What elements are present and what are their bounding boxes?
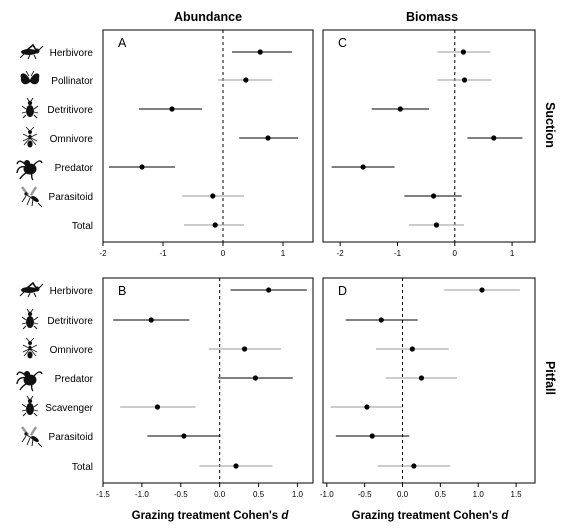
effect-point-detritivore [378,317,384,323]
panel-frame [102,277,314,484]
x-tick-label: -1 [159,249,167,258]
effect-point-parasitoid [210,193,216,199]
category-label-total: Total [72,462,93,473]
effect-point-pollinator [461,77,468,83]
column-title-abundance: Abundance [174,10,242,24]
wasp-icon [21,186,43,208]
panel-B: B -1.5 -1.0 -0.5 0.0 0.5 1.0 Herbivore Detritivo… [45,277,314,499]
effect-point-omnivore [491,135,497,141]
category-label-scavenger: Scavenger [45,403,93,414]
effect-point-detritivore [397,106,403,112]
category-label-parasitoid: Parasitoid [49,432,93,443]
category-label-pollinator: Pollinator [51,76,93,87]
category-label-herbivore: Herbivore [50,48,94,59]
panel-D: D -1.0 -0.5 0.0 0.5 1.0 1.5 [320,277,536,499]
x-tick-label: -1.0 [135,490,149,499]
panel-A: A -2 -1 0 1 Herbivore Pollinator Detritivore Omn… [47,29,314,258]
x-tick-label: -1.5 [96,490,110,499]
beetle-icon [21,97,39,119]
effect-point-parasitoid [369,433,375,439]
panel-letter: B [118,284,126,298]
x-axis-label-left: Grazing treatment Cohen's d [132,510,290,522]
row-title-pitfall: Pitfall [543,361,557,395]
spider-icon [16,160,43,181]
butterfly-icon [20,70,40,85]
ant-icon [22,126,38,148]
effect-point-parasitoid [430,193,437,199]
panel-letter: A [118,36,127,50]
category-label-detritivore: Detritivore [47,316,93,327]
category-label-predator: Predator [55,374,94,385]
x-tick-label: 0.0 [214,490,226,499]
effect-point-pollinator [243,77,249,83]
carabid-beetle-icon [21,395,39,417]
effect-point-total [411,463,417,469]
x-axis-label-right: Grazing treatment Cohen's d [352,510,510,522]
panel-letter: C [338,36,347,50]
category-label-herbivore: Herbivore [50,286,94,297]
effect-point-detritivore [148,317,154,323]
effect-point-predator [418,375,425,381]
grasshopper-icon [19,281,44,298]
x-tick-label: -0.5 [358,490,372,499]
x-tick-label: 0 [453,249,458,258]
x-tick-label: 1.0 [292,490,304,499]
effect-point-omnivore [409,346,415,352]
effect-point-total [212,222,218,228]
category-label-detritivore: Detritivore [47,105,93,116]
beetle-icon [21,308,39,330]
panel-letter: D [338,284,347,298]
x-tick-label: 0.5 [435,490,447,499]
x-tick-label: -1.0 [320,490,334,499]
effect-point-scavenger [364,404,370,410]
panel-frame [322,277,536,484]
x-tick-label: -2 [337,249,345,258]
wasp-icon [21,426,43,448]
effect-point-omnivore [265,135,271,141]
x-tick-label: 0.0 [397,490,409,499]
effect-point-herbivore [257,49,263,55]
effect-point-predator [360,164,366,170]
x-tick-label: 0.5 [253,490,265,499]
row-title-suction: Suction [543,102,557,148]
effect-point-scavenger [154,404,161,410]
effect-point-herbivore [266,287,272,293]
grasshopper-icon [19,43,44,60]
x-tick-label: -1 [394,249,402,258]
effect-point-herbivore [479,287,485,293]
panel-frame [322,29,536,243]
x-tick-label: 1 [281,249,286,258]
x-tick-label: 1 [510,249,515,258]
x-tick-label: 1.5 [511,490,523,499]
category-label-parasitoid: Parasitoid [49,192,93,203]
effect-point-total [433,222,440,228]
x-tick-label: 0 [221,249,226,258]
category-label-predator: Predator [55,163,94,174]
x-tick-label: -2 [99,249,107,258]
category-label-total: Total [72,221,93,232]
effect-point-total [233,463,239,469]
spider-icon [16,371,43,392]
effect-point-predator [139,164,145,170]
effect-point-parasitoid [181,433,187,439]
panel-frame [102,29,314,243]
column-title-biomass: Biomass [406,10,458,24]
category-label-omnivore: Omnivore [50,134,94,145]
effect-point-omnivore [241,346,248,352]
effect-point-detritivore [169,106,175,112]
ant-icon [22,337,38,359]
x-tick-label: -0.5 [174,490,188,499]
effect-point-herbivore [460,49,466,55]
effect-point-predator [252,375,259,381]
panel-C: C -2 -1 0 1 [322,29,536,258]
category-label-omnivore: Omnivore [50,345,94,356]
x-tick-label: 1.0 [473,490,485,499]
